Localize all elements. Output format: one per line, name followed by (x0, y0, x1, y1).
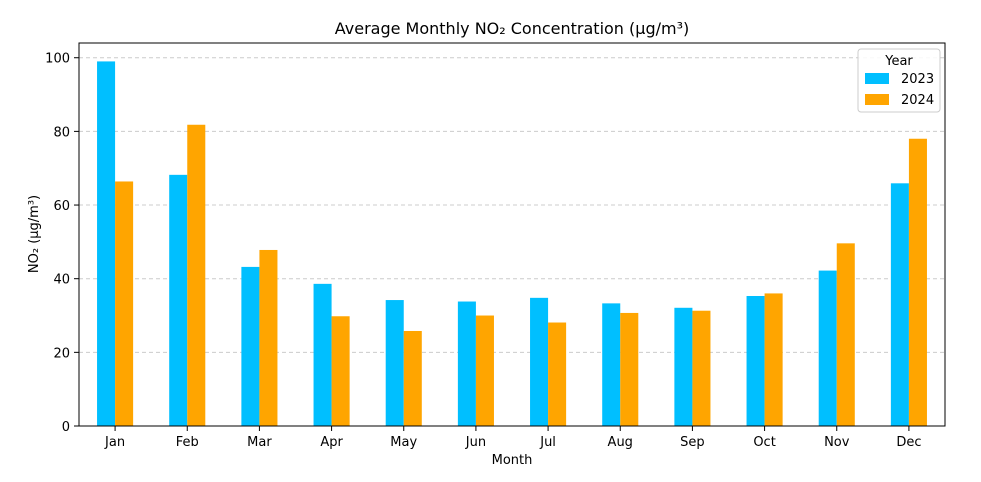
bar-2023-apr (313, 283, 332, 426)
y-tick-label: 20 (53, 346, 70, 361)
bar-2024-nov (836, 243, 855, 426)
bar-2024-aug (620, 312, 639, 426)
x-tick-label: Apr (320, 435, 343, 450)
bar-2024-feb (187, 124, 206, 426)
y-tick-label: 60 (53, 199, 70, 214)
legend-label-2023: 2023 (901, 72, 934, 87)
chart-title: Average Monthly NO₂ Concentration (µg/m³… (335, 19, 689, 38)
bar-2023-oct (746, 296, 765, 426)
y-tick-label: 40 (53, 273, 70, 288)
bar-2023-jan (97, 61, 116, 427)
bar-2023-aug (602, 303, 621, 426)
legend-swatch-2023 (865, 73, 889, 84)
plot-frame (78, 42, 946, 427)
bar-2023-sep (674, 307, 693, 426)
bar-2023-jun (457, 301, 476, 426)
x-tick-label: Dec (896, 435, 921, 450)
legend: Year 2023 2024 (857, 48, 941, 113)
x-tick-label: Feb (176, 435, 199, 450)
x-tick-label: Oct (753, 435, 775, 450)
bar-2023-jul (530, 297, 549, 426)
x-tick-label: Jul (539, 435, 556, 450)
grid-lines (79, 57, 945, 353)
x-tick-label: May (390, 435, 417, 450)
x-tick-label: Mar (247, 435, 272, 450)
bar-2024-may (403, 330, 422, 426)
bar-2024-apr (331, 316, 350, 426)
bar-2024-sep (692, 310, 711, 426)
x-axis-title: Month (492, 453, 533, 468)
x-tick-label: Nov (824, 435, 850, 450)
x-tick-label: Aug (608, 435, 633, 450)
bar-2024-dec (908, 138, 927, 426)
bar-2024-jan (115, 181, 134, 426)
bar-2024-mar (259, 249, 278, 426)
bar-2023-feb (169, 174, 188, 426)
bar-2023-nov (818, 270, 837, 426)
bars (97, 61, 927, 427)
legend-label-2024: 2024 (901, 93, 934, 108)
legend-entries: 2023 2024 (865, 72, 934, 108)
x-tick-label: Jun (465, 435, 486, 450)
bar-2023-mar (241, 266, 260, 426)
x-tick-label: Sep (680, 435, 705, 450)
x-tick-label: Jan (104, 435, 125, 450)
bar-2024-jul (548, 322, 567, 426)
y-tick-label: 100 (45, 52, 70, 67)
bar-2023-may (385, 300, 404, 426)
axis-ticks: 0 20 40 60 80 100 Jan Feb Mar Apr May Jun Jul Aug Sep O… (45, 52, 921, 450)
y-tick-label: 0 (62, 420, 70, 435)
bar-2024-oct (764, 293, 783, 426)
y-tick-label: 80 (53, 125, 70, 140)
bar-2024-jun (475, 315, 494, 426)
bar-2023-dec (890, 183, 909, 426)
y-axis-title: NO₂ (µg/m³) (27, 195, 42, 273)
legend-title: Year (884, 54, 913, 69)
legend-swatch-2024 (865, 94, 889, 105)
